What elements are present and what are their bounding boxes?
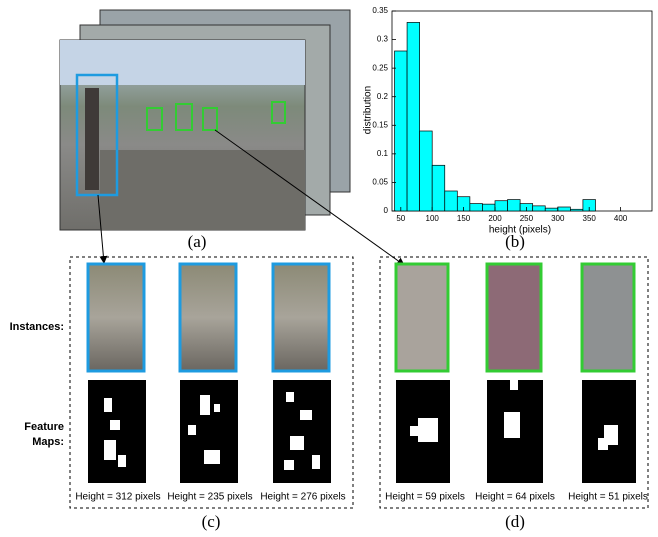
bar xyxy=(557,206,571,212)
panel-c-box xyxy=(69,256,354,509)
feature-maps xyxy=(88,380,636,483)
bar xyxy=(532,205,546,212)
caption: Height = 64 pixels xyxy=(475,492,555,503)
instances-d xyxy=(394,262,636,373)
y-tick-label: 0.15 xyxy=(372,120,388,129)
y-tick-label: 0.3 xyxy=(377,35,389,44)
y-tick-label: 0 xyxy=(384,206,389,215)
bar xyxy=(494,200,508,212)
panel-d-box xyxy=(379,256,649,509)
x-tick-label: 250 xyxy=(520,214,534,223)
caption: Height = 235 pixels xyxy=(167,492,252,503)
row-label: Instances: xyxy=(9,321,64,333)
arrow xyxy=(97,194,108,264)
panel-label: (c) xyxy=(202,512,221,531)
bar xyxy=(544,207,559,212)
y-axis-label: distribution xyxy=(363,86,374,134)
caption: Height = 276 pixels xyxy=(260,492,345,503)
caption: Height = 51 pixels xyxy=(568,492,648,503)
bar xyxy=(406,22,420,212)
arrow xyxy=(214,129,405,266)
x-tick-label: 350 xyxy=(583,214,597,223)
bar xyxy=(482,203,496,212)
bar xyxy=(431,164,446,212)
bar xyxy=(507,199,521,212)
x-tick-label: 50 xyxy=(396,214,405,223)
x-tick-label: 200 xyxy=(488,214,502,223)
instances-c xyxy=(86,262,331,373)
x-axis-label: height (pixels) xyxy=(489,225,551,236)
x-tick-label: 150 xyxy=(457,214,471,223)
y-tick-label: 0.2 xyxy=(377,92,389,101)
panel-label: (d) xyxy=(505,512,525,531)
panel-label: (b) xyxy=(505,232,525,251)
y-tick-label: 0.1 xyxy=(377,149,389,158)
bar xyxy=(394,50,408,212)
bar xyxy=(570,208,584,212)
y-tick-label: 0.35 xyxy=(372,6,388,15)
x-tick-label: 100 xyxy=(426,214,440,223)
row-label: Feature Maps: xyxy=(24,421,64,448)
x-tick-label: 300 xyxy=(551,214,565,223)
caption: Height = 59 pixels xyxy=(385,492,465,503)
bar xyxy=(469,203,483,212)
panel-label: (a) xyxy=(188,232,207,251)
y-tick-label: 0.25 xyxy=(372,63,388,72)
bar xyxy=(444,190,458,212)
caption: Height = 312 pixels xyxy=(75,492,160,503)
x-tick-label: 400 xyxy=(614,214,628,223)
video-frames xyxy=(59,9,351,231)
bar xyxy=(419,130,433,212)
y-tick-label: 0.05 xyxy=(372,178,388,187)
